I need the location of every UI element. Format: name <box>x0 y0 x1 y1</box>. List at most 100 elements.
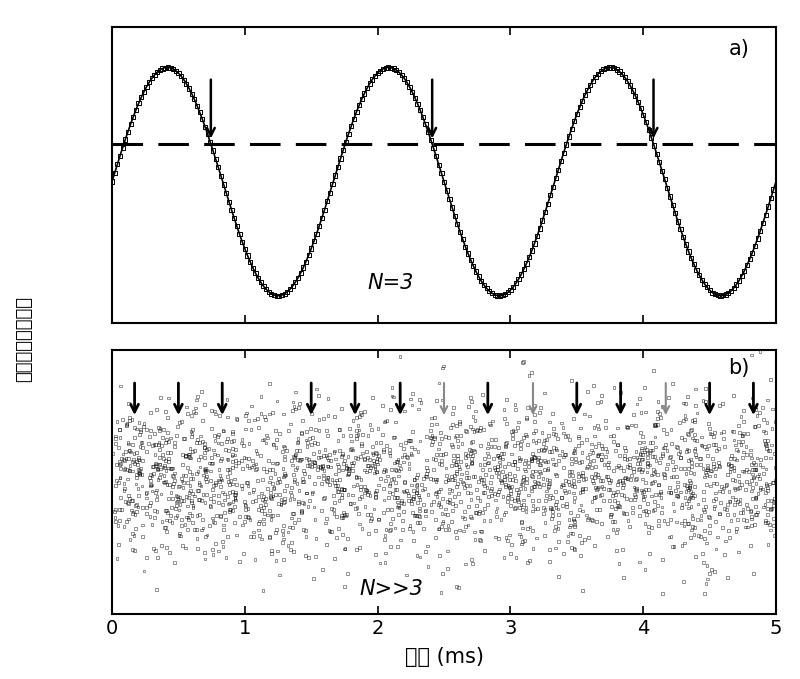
Point <box>287 469 300 480</box>
Point <box>727 426 740 437</box>
Text: a): a) <box>729 39 750 59</box>
Point <box>316 564 329 575</box>
Point <box>475 474 488 485</box>
Point <box>762 394 774 405</box>
Point <box>338 456 351 466</box>
Point <box>341 534 354 545</box>
Point <box>666 378 679 389</box>
Point <box>485 477 498 488</box>
Point <box>682 495 695 506</box>
Point <box>599 422 612 433</box>
Point <box>573 530 586 540</box>
Point <box>648 420 661 431</box>
Point <box>210 538 222 549</box>
Point <box>526 367 538 378</box>
Point <box>144 475 157 486</box>
Point <box>369 461 382 472</box>
Point <box>118 521 130 532</box>
Point <box>489 494 502 505</box>
Point <box>116 142 129 153</box>
Point <box>709 516 722 527</box>
Point <box>682 518 695 529</box>
Point <box>455 469 468 479</box>
Point <box>339 511 352 521</box>
Point <box>207 445 220 456</box>
Point <box>688 445 701 456</box>
Point <box>610 545 622 555</box>
Point <box>113 515 126 526</box>
Point <box>503 474 516 485</box>
Point <box>441 496 454 507</box>
Point <box>525 456 538 466</box>
Point <box>383 487 396 498</box>
Point <box>560 501 573 512</box>
Point <box>449 526 462 537</box>
Point <box>315 478 328 489</box>
Point <box>595 390 608 401</box>
Point <box>595 489 608 500</box>
Point <box>191 466 204 477</box>
Point <box>765 503 778 514</box>
Point <box>576 467 589 478</box>
Point <box>308 457 321 468</box>
Point <box>122 465 135 476</box>
Point <box>362 489 374 500</box>
Point <box>598 495 610 506</box>
Point <box>163 515 176 526</box>
Point <box>646 477 659 488</box>
Text: N=3: N=3 <box>368 273 414 293</box>
Point <box>175 495 188 506</box>
Point <box>737 447 750 458</box>
Point <box>374 65 386 76</box>
Point <box>689 384 702 394</box>
Point <box>579 473 592 484</box>
Point <box>233 556 246 567</box>
Point <box>420 471 433 482</box>
Point <box>490 450 503 461</box>
Point <box>427 464 440 475</box>
Point <box>648 140 661 151</box>
Point <box>348 498 361 509</box>
Point <box>257 463 270 474</box>
Point <box>165 433 178 443</box>
Point <box>526 500 539 511</box>
Point <box>259 499 272 510</box>
Point <box>370 466 383 477</box>
Point <box>338 484 350 495</box>
Point <box>671 442 684 453</box>
Point <box>478 515 490 526</box>
Point <box>532 478 545 489</box>
Point <box>589 430 602 441</box>
Point <box>293 456 306 466</box>
Point <box>170 65 182 76</box>
Point <box>242 488 255 498</box>
Point <box>433 523 446 534</box>
Point <box>534 481 546 492</box>
Point <box>230 221 243 232</box>
Point <box>346 460 359 471</box>
Point <box>111 159 124 170</box>
Point <box>130 456 142 467</box>
Point <box>578 90 591 100</box>
Point <box>733 547 746 557</box>
Point <box>410 479 423 490</box>
Point <box>769 475 782 485</box>
Point <box>555 492 568 503</box>
Point <box>182 466 195 477</box>
Point <box>205 501 218 512</box>
Point <box>115 504 128 515</box>
Point <box>702 440 714 451</box>
Point <box>148 69 161 80</box>
Point <box>270 434 283 445</box>
Point <box>235 434 248 445</box>
Point <box>340 509 353 520</box>
Point <box>373 450 386 461</box>
Point <box>253 515 266 526</box>
Point <box>331 458 344 469</box>
Point <box>486 435 498 445</box>
Point <box>386 464 398 475</box>
Point <box>272 473 285 483</box>
Point <box>249 554 262 565</box>
Point <box>706 477 719 488</box>
Point <box>270 524 282 535</box>
